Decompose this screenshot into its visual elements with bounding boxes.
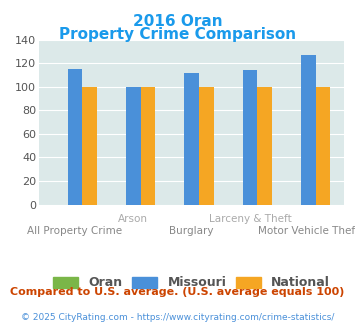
Legend: Oran, Missouri, National: Oran, Missouri, National — [47, 270, 337, 296]
Bar — [184, 73, 199, 205]
Bar — [301, 55, 316, 205]
Text: Motor Vehicle Theft: Motor Vehicle Theft — [258, 226, 355, 236]
Text: Compared to U.S. average. (U.S. average equals 100): Compared to U.S. average. (U.S. average … — [10, 287, 345, 297]
Bar — [243, 70, 257, 205]
Text: Burglary: Burglary — [169, 226, 214, 236]
Bar — [141, 87, 155, 205]
Bar — [67, 69, 82, 205]
Bar — [126, 87, 141, 205]
Bar — [316, 87, 331, 205]
Bar — [257, 87, 272, 205]
Text: Arson: Arson — [118, 214, 148, 224]
Text: All Property Crime: All Property Crime — [27, 226, 122, 236]
Bar — [82, 87, 97, 205]
Text: 2016 Oran: 2016 Oran — [133, 14, 222, 29]
Text: © 2025 CityRating.com - https://www.cityrating.com/crime-statistics/: © 2025 CityRating.com - https://www.city… — [21, 313, 334, 322]
Text: Larceny & Theft: Larceny & Theft — [209, 214, 291, 224]
Bar — [199, 87, 214, 205]
Text: Property Crime Comparison: Property Crime Comparison — [59, 27, 296, 42]
